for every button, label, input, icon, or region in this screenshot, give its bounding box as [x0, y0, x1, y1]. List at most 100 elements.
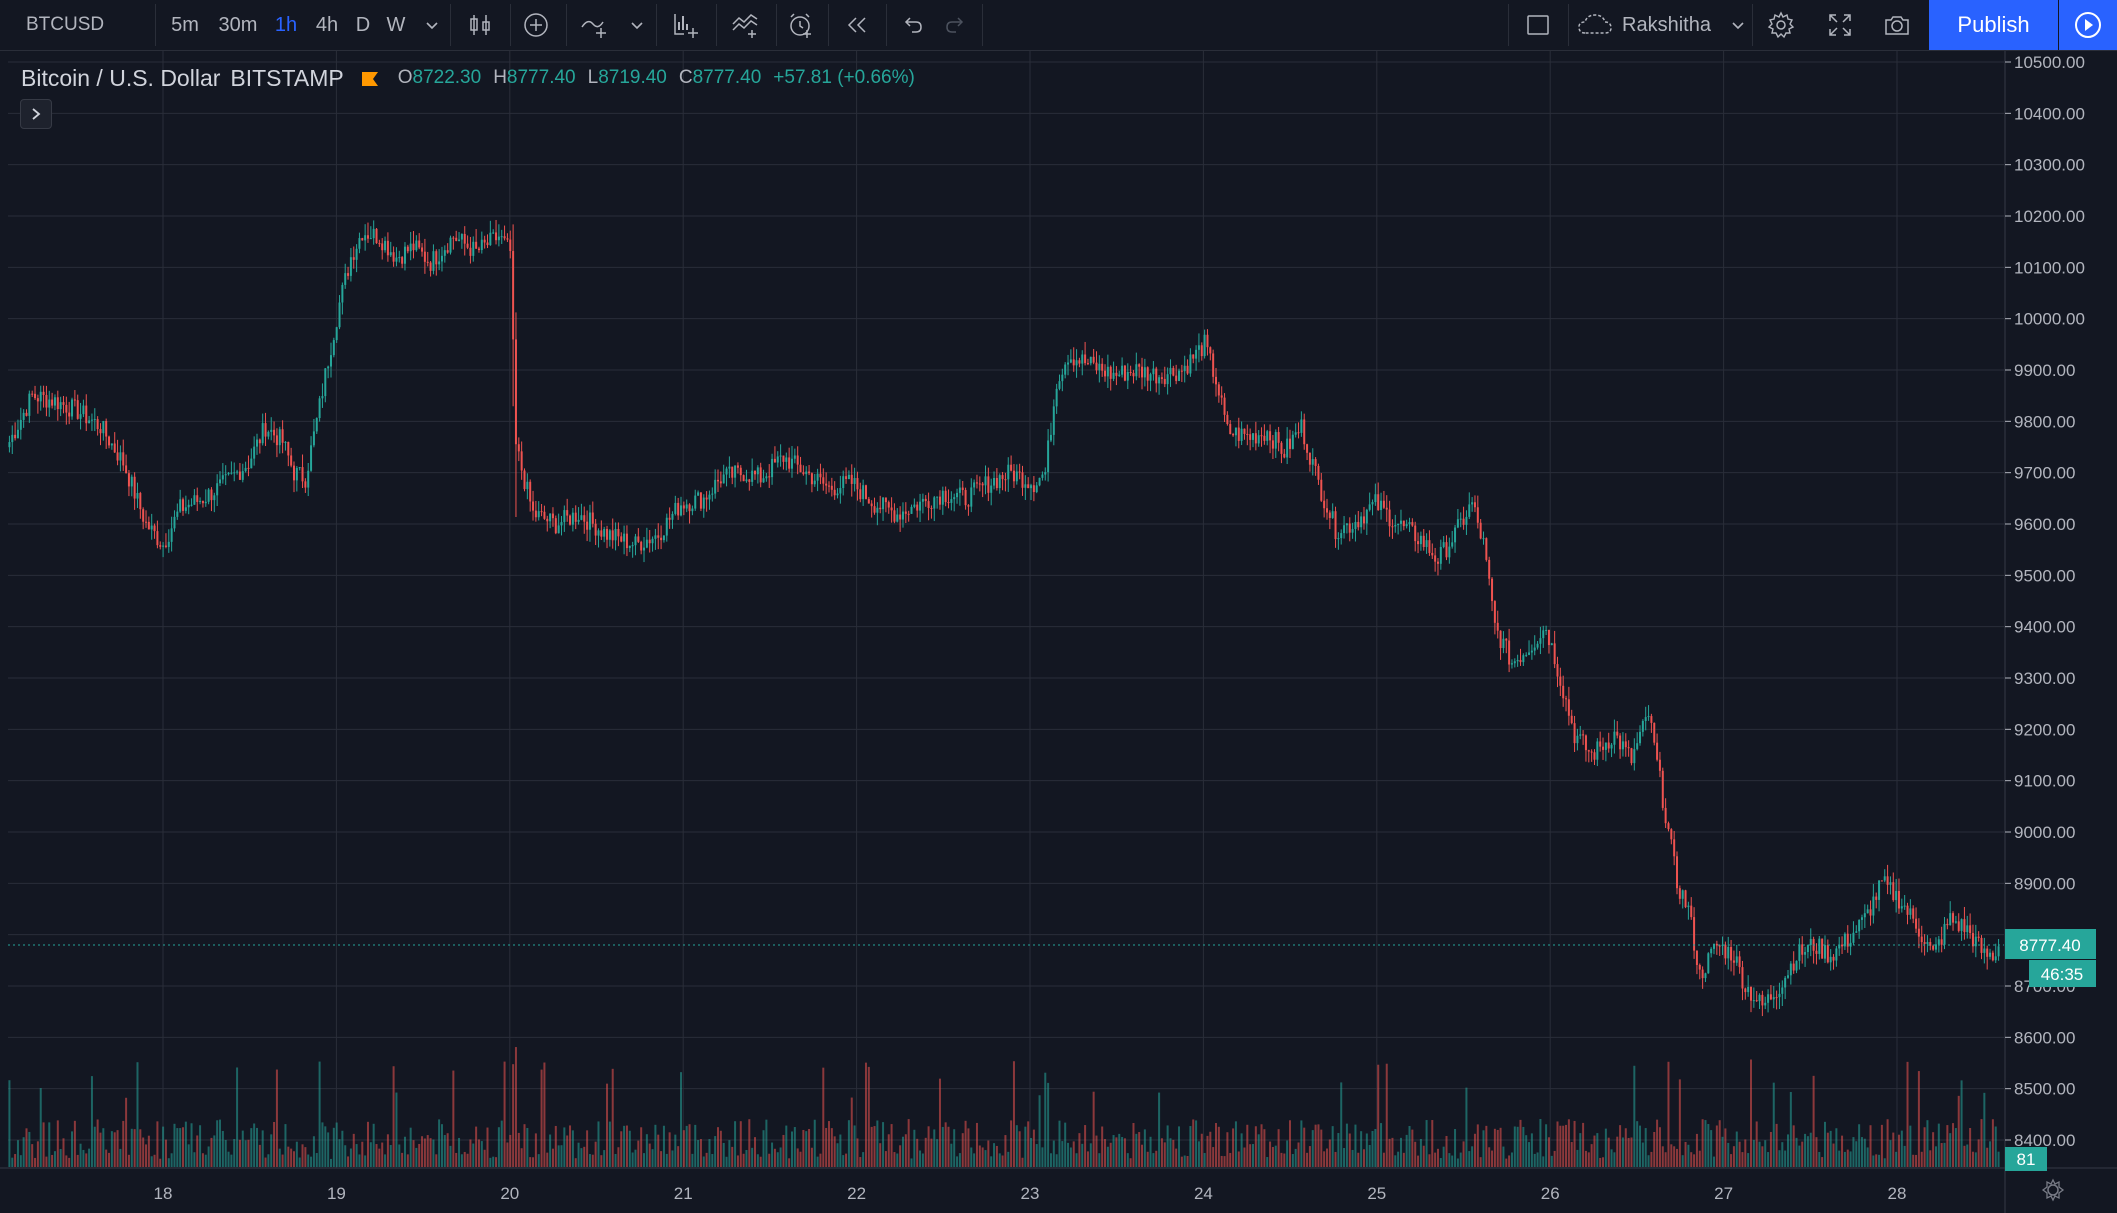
candle-body: [890, 507, 893, 511]
volume-bar: [230, 1154, 233, 1167]
candle-body: [1141, 366, 1144, 378]
volume-bar: [1411, 1129, 1414, 1167]
volume-bar: [845, 1153, 848, 1167]
candle-body: [1963, 919, 1966, 933]
candle-body: [580, 515, 583, 520]
volume-bar: [1226, 1132, 1229, 1167]
candle-body: [1599, 741, 1602, 747]
volume-bar: [1192, 1119, 1195, 1167]
candle-body: [1621, 741, 1624, 750]
timeframe-1h[interactable]: 1h: [274, 13, 298, 36]
toolbar-divider: [828, 4, 829, 46]
volume-bar: [1789, 1092, 1792, 1167]
volume-bar: [301, 1144, 304, 1167]
candle-body: [1917, 928, 1920, 937]
candle-body: [1519, 659, 1522, 663]
candle-body: [1815, 950, 1818, 954]
settings-gear-icon[interactable]: [1756, 0, 1806, 50]
indicators-dropdown-chevron-icon[interactable]: [620, 0, 654, 50]
candle-body: [867, 498, 870, 504]
volume-bar: [694, 1124, 697, 1167]
volume-bar: [773, 1148, 776, 1167]
volume-bar: [509, 1134, 512, 1167]
volume-bar: [836, 1143, 839, 1167]
volume-bar: [1920, 1151, 1923, 1167]
volume-bar: [1232, 1128, 1235, 1167]
user-layout-menu[interactable]: Rakshitha: [1576, 0, 1746, 50]
candle-body: [51, 399, 54, 406]
volume-bar: [125, 1097, 128, 1167]
volume-bar: [1297, 1142, 1300, 1167]
candle-body: [193, 495, 196, 505]
timeframe-5m[interactable]: 5m: [171, 13, 199, 36]
volume-bar: [1513, 1126, 1516, 1167]
volume-bar: [1246, 1124, 1249, 1167]
volume-bar: [1732, 1146, 1735, 1167]
candle-body: [1610, 744, 1613, 749]
price-chart[interactable]: 10500.0010400.0010300.0010200.0010100.00…: [0, 51, 2117, 1213]
candle-body: [133, 476, 136, 499]
candle-body: [31, 393, 34, 395]
price-tick-label: 9700.00: [2014, 464, 2075, 483]
candles-chart-type-icon[interactable]: [460, 0, 500, 50]
candle-body: [1667, 823, 1670, 830]
timeframe-d[interactable]: D: [355, 13, 371, 36]
indicators-icon[interactable]: [572, 0, 616, 50]
volume-bar: [748, 1119, 751, 1167]
volume-bar: [879, 1143, 882, 1167]
volume-bar: [1189, 1126, 1192, 1167]
timeframe-w[interactable]: W: [386, 13, 406, 36]
candle-body: [1886, 876, 1889, 885]
redo-icon[interactable]: [936, 0, 976, 50]
financials-bars-icon[interactable]: [660, 0, 710, 50]
axis-settings-gear-icon[interactable]: [2041, 1178, 2065, 1202]
volume-bar: [517, 1132, 520, 1167]
volume-bar: [1323, 1151, 1326, 1167]
volume-bar: [1035, 1144, 1038, 1167]
volume-bar: [1385, 1063, 1388, 1167]
candle-body: [637, 536, 640, 542]
alert-clock-icon[interactable]: [778, 0, 822, 50]
compare-add-symbol-icon[interactable]: [514, 0, 558, 50]
candle-body: [1377, 494, 1380, 511]
volume-bar: [452, 1070, 455, 1167]
volume-bar: [364, 1155, 367, 1167]
volume-bar: [873, 1126, 876, 1167]
volume-bar: [970, 1147, 973, 1167]
fullscreen-icon[interactable]: [1815, 0, 1865, 50]
time-axis[interactable]: 18 19 20 21 22 23 24 25 26 27 28: [154, 1184, 1907, 1203]
flag-icon[interactable]: [361, 69, 378, 87]
symbol-search[interactable]: BTCUSD: [0, 0, 155, 50]
layout-square-icon[interactable]: [1516, 0, 1560, 50]
candle-body: [714, 479, 717, 494]
volume-bar: [1388, 1138, 1391, 1167]
volume-bar: [1673, 1146, 1676, 1167]
publish-button[interactable]: Publish: [1929, 0, 2058, 50]
volume-bar: [1197, 1141, 1200, 1167]
volume-bar: [603, 1150, 606, 1167]
volume-bar: [859, 1157, 862, 1167]
candle-body: [1715, 943, 1718, 946]
candle-body: [1397, 523, 1400, 526]
open-value: 8722.30: [412, 67, 482, 88]
timeframe-30m[interactable]: 30m: [218, 13, 258, 36]
snapshot-camera-icon[interactable]: [1872, 0, 1922, 50]
candle-body: [1072, 359, 1075, 366]
volume-bar: [1138, 1132, 1141, 1167]
volume-bar: [1937, 1123, 1940, 1167]
timeframe-dropdown-chevron-icon[interactable]: [418, 0, 446, 50]
play-button[interactable]: [2059, 0, 2117, 50]
candle-body: [497, 236, 500, 241]
timeframe-4h[interactable]: 4h: [315, 13, 339, 36]
symbol-legend: Bitcoin / U.S. Dollar BITSTAMP O8722.30 …: [21, 63, 915, 93]
bar-replay-icon[interactable]: [836, 0, 878, 50]
legend-title[interactable]: Bitcoin / U.S. Dollar: [21, 64, 221, 91]
volume-bar: [455, 1152, 458, 1167]
legend-expand-button[interactable]: [20, 99, 52, 129]
volume-bar: [139, 1129, 142, 1167]
candle-body: [529, 481, 532, 502]
templates-icon[interactable]: [720, 0, 770, 50]
candle-body: [1203, 334, 1206, 357]
volume-bar: [1579, 1133, 1582, 1167]
undo-icon[interactable]: [892, 0, 932, 50]
